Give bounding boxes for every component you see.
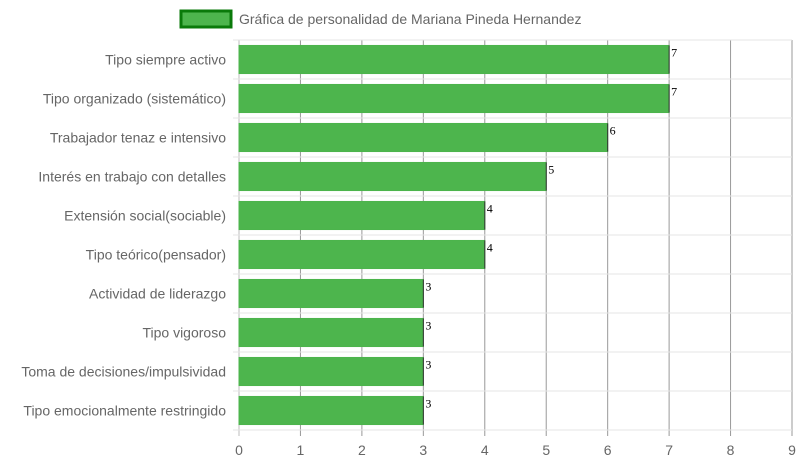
x-tick-label: 4 xyxy=(481,442,489,458)
bar[interactable] xyxy=(238,200,486,231)
bar-value-label: 7 xyxy=(671,45,677,59)
x-tick-label: 2 xyxy=(358,442,366,458)
bar[interactable] xyxy=(238,395,424,426)
bar[interactable] xyxy=(238,83,670,114)
x-tick-label: 1 xyxy=(297,442,305,458)
bar[interactable] xyxy=(238,278,424,309)
x-tick-label: 6 xyxy=(604,442,612,458)
legend-swatch xyxy=(179,9,233,29)
x-tick-label: 5 xyxy=(542,442,550,458)
category-label: Tipo teórico(pensador) xyxy=(86,247,226,263)
bar-value-label: 3 xyxy=(425,396,431,410)
category-label: Extensión social(sociable) xyxy=(64,208,226,224)
bar-value-label: 3 xyxy=(425,318,431,332)
bar-value-label: 3 xyxy=(425,357,431,371)
bars xyxy=(238,44,670,426)
labels: 7 Tipo siempre activo 7 Tipo organizado (si… xyxy=(21,45,677,418)
category-label: Trabajador tenaz e intensivo xyxy=(50,130,226,146)
category-label: Tipo vigoroso xyxy=(142,325,226,341)
bar[interactable] xyxy=(238,356,424,387)
legend-label: Gráfica de personalidad de Mariana Pined… xyxy=(239,11,581,27)
category-label: Toma de decisiones/impulsividad xyxy=(21,364,226,380)
bar[interactable] xyxy=(238,239,486,270)
bar-value-label: 3 xyxy=(425,279,431,293)
category-label: Tipo organizado (sistemático) xyxy=(43,91,226,107)
bar[interactable] xyxy=(238,317,424,348)
chart-legend[interactable]: Gráfica de personalidad de Mariana Pined… xyxy=(179,9,581,29)
bar-value-label: 6 xyxy=(610,123,616,137)
bar[interactable] xyxy=(238,122,609,153)
bar[interactable] xyxy=(238,44,670,75)
bar-value-label: 5 xyxy=(548,162,554,176)
axes: 0 1 2 3 4 5 6 7 8 9 xyxy=(235,442,796,458)
x-tick-label: 9 xyxy=(788,442,796,458)
x-tick-label: 7 xyxy=(665,442,673,458)
bar-value-label: 4 xyxy=(487,240,493,254)
bar-value-label: 7 xyxy=(671,84,677,98)
x-tick-label: 3 xyxy=(419,442,427,458)
category-label: Interés en trabajo con detalles xyxy=(38,169,226,185)
category-label: Tipo emocionalmente restringido xyxy=(23,403,226,419)
category-label: Actividad de liderazgo xyxy=(89,286,226,302)
x-tick-label: 0 xyxy=(235,442,243,458)
x-tick-label: 8 xyxy=(727,442,735,458)
bar[interactable] xyxy=(238,161,547,192)
category-label: Tipo siempre activo xyxy=(105,52,226,68)
bar-value-label: 4 xyxy=(487,201,493,215)
